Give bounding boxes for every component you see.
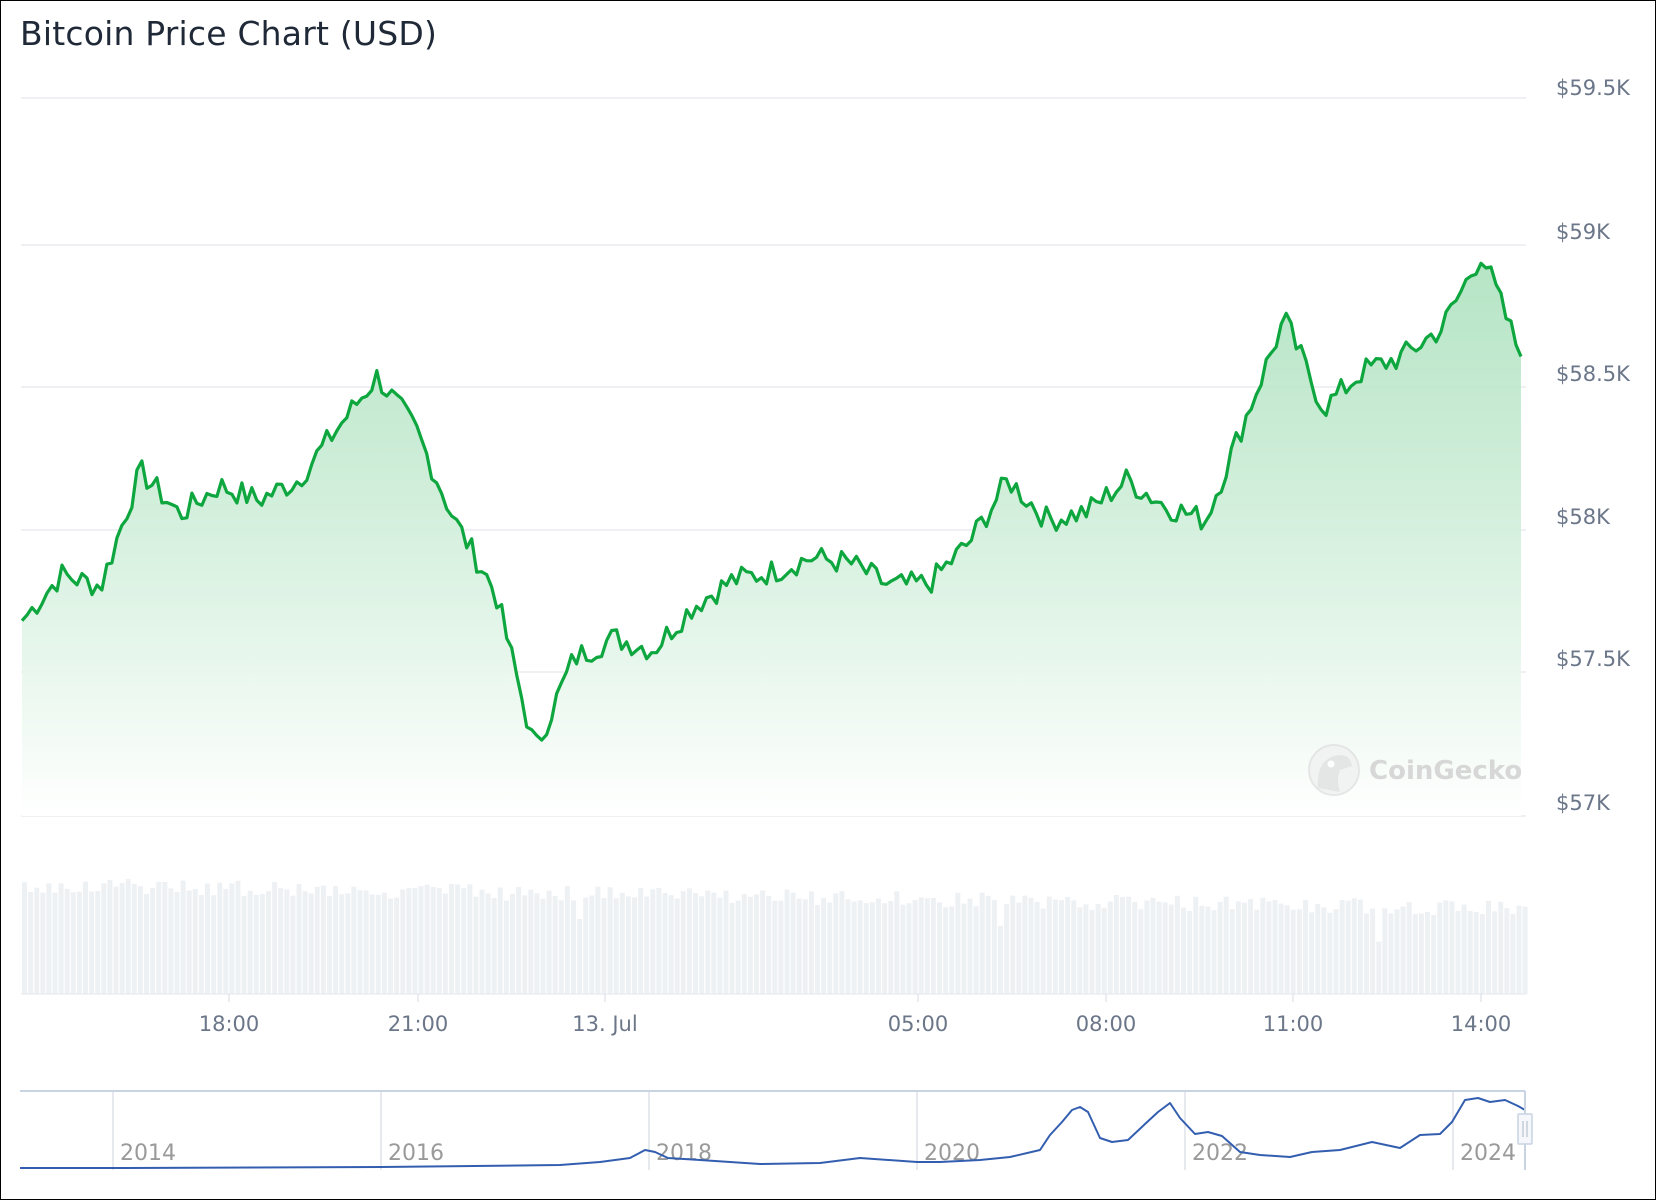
x-tick-marks bbox=[228, 994, 1482, 1002]
price-line[interactable] bbox=[20, 261, 1523, 742]
x-label-1100: 11:00 bbox=[1263, 1012, 1324, 1036]
navigator-series-line bbox=[20, 1097, 1526, 1169]
y-label-58-5k: $58.5K bbox=[1556, 362, 1631, 386]
chart-title: Bitcoin Price Chart (USD) bbox=[20, 14, 438, 53]
x-label-13-jul: 13. Jul bbox=[572, 1012, 637, 1036]
coingecko-watermark: CoinGecko bbox=[1308, 744, 1522, 796]
y-axis-labels: $59.5K $59K $58.5K $58K $57.5K $57K bbox=[1556, 76, 1631, 815]
x-label-0500: 05:00 bbox=[888, 1012, 949, 1036]
y-label-59-5k: $59.5K bbox=[1556, 76, 1631, 100]
x-label-0800: 08:00 bbox=[1076, 1012, 1137, 1036]
nav-year-2022: 2022 bbox=[1192, 1141, 1248, 1166]
nav-year-2024: 2024 bbox=[1460, 1141, 1516, 1166]
y-label-57k: $57K bbox=[1556, 791, 1611, 815]
x-axis-labels: 18:00 21:00 13. Jul 05:00 08:00 11:00 14… bbox=[199, 1012, 1512, 1036]
x-label-1400: 14:00 bbox=[1451, 1012, 1512, 1036]
navigator-handle[interactable] bbox=[1517, 1113, 1533, 1145]
nav-year-2014: 2014 bbox=[120, 1141, 176, 1166]
nav-year-2016: 2016 bbox=[388, 1141, 444, 1166]
y-label-59k: $59K bbox=[1556, 220, 1611, 244]
y-label-58k: $58K bbox=[1556, 505, 1611, 529]
price-area bbox=[22, 263, 1521, 816]
navigator-year-gridlines bbox=[112, 1091, 1454, 1170]
x-label-2100: 21:00 bbox=[388, 1012, 449, 1036]
volume-bars bbox=[22, 879, 1528, 994]
watermark-text: CoinGecko bbox=[1369, 756, 1522, 786]
nav-year-2018: 2018 bbox=[656, 1141, 712, 1166]
navigator-year-labels: 2014 2016 2018 2020 2022 2024 bbox=[120, 1141, 1516, 1166]
y-label-57-5k: $57.5K bbox=[1556, 647, 1631, 671]
navigator[interactable]: 2014 2016 2018 2020 2022 2024 bbox=[20, 1090, 1533, 1170]
x-label-1800: 18:00 bbox=[199, 1012, 260, 1036]
